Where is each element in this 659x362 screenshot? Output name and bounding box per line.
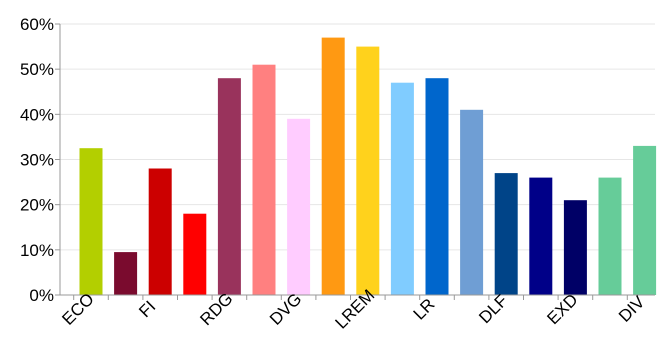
bar xyxy=(287,118,311,295)
x-category-label: FI xyxy=(135,297,159,321)
y-tick-label: 0% xyxy=(29,286,54,305)
bars xyxy=(79,37,657,295)
y-tick-label: 60% xyxy=(20,15,54,34)
y-tick-label: 20% xyxy=(20,196,54,215)
y-tick-label: 50% xyxy=(20,60,54,79)
x-category-label: LR xyxy=(410,295,439,324)
bar xyxy=(390,82,414,295)
bar xyxy=(633,145,657,295)
bar xyxy=(148,168,172,295)
y-axis: 0% 10% 20% 30% 40% 50% 60% xyxy=(20,15,61,305)
bar xyxy=(183,213,207,295)
bar xyxy=(321,37,345,295)
y-tick-label: 10% xyxy=(20,241,54,260)
bar xyxy=(252,64,276,295)
y-tick-label: 30% xyxy=(20,151,54,170)
bar xyxy=(563,200,587,295)
bar xyxy=(356,46,380,295)
x-category-label: EXD xyxy=(543,290,581,328)
bar xyxy=(460,109,484,295)
x-axis: ECO FI RDG DVG LREM LR DLF EXD DIV xyxy=(58,286,655,333)
x-category-label: DIV xyxy=(615,292,649,326)
bar xyxy=(79,148,103,295)
bar xyxy=(114,252,138,295)
bar xyxy=(494,173,518,295)
y-tick-label: 40% xyxy=(20,105,54,124)
bar xyxy=(529,177,553,295)
bar xyxy=(217,78,241,295)
bar xyxy=(425,78,449,295)
x-category-label: DLF xyxy=(475,291,511,327)
bar xyxy=(598,177,622,295)
